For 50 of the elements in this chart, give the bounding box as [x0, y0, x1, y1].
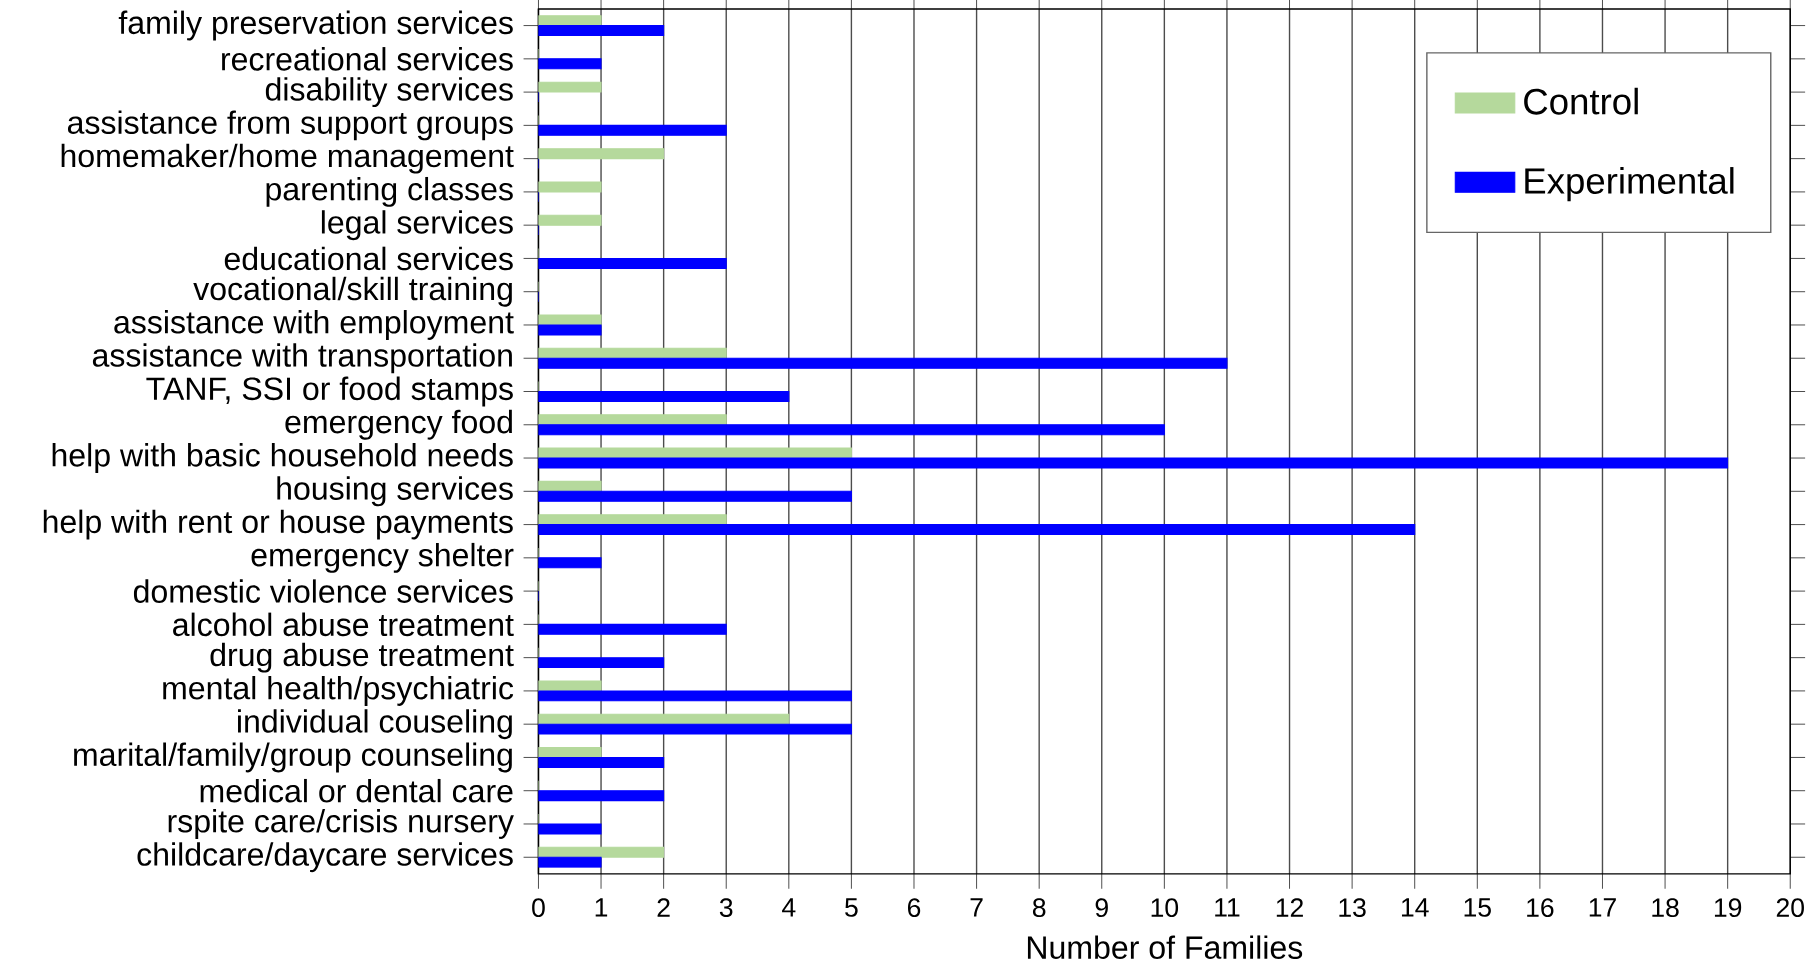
y-tick-label: family preservation services — [118, 10, 513, 41]
y-tick-label: legal services — [321, 210, 513, 241]
y-tick-label: homemaker/home management — [61, 143, 514, 174]
x-tick-label: 15 — [1464, 898, 1491, 917]
x-tick-label: 1 — [595, 898, 608, 917]
x-tick-label: 8 — [1032, 898, 1046, 918]
x-tick-label: 16 — [1527, 898, 1554, 918]
x-tick-label: 17 — [1589, 898, 1616, 917]
x-tick-label: 14 — [1401, 898, 1429, 917]
x-tick-label: 7 — [970, 898, 983, 917]
y-tick-label: help with basic household needs — [52, 443, 513, 473]
y-tick-label: TANF, SSI or food stamps — [146, 376, 513, 407]
y-tick-label: childcare/daycare services — [137, 842, 513, 873]
x-axis-title: Number of Families — [1027, 935, 1303, 959]
y-tick-label: drug abuse treatment — [210, 642, 514, 673]
y-tick-label: vocational/skill training — [193, 276, 512, 307]
x-tick-label: 3 — [719, 898, 733, 918]
legend-label: Control — [1524, 87, 1638, 115]
legend-label: Experimental — [1525, 167, 1734, 202]
x-tick-label: 12 — [1276, 898, 1303, 917]
y-tick-label: parenting classes — [266, 176, 513, 207]
x-tick-label: 20 — [1776, 898, 1804, 918]
x-tick-label: 2 — [657, 898, 670, 917]
y-tick-label: assistance with employment — [114, 310, 514, 340]
x-tick-label: 0 — [532, 898, 545, 918]
y-tick-label: assistance from support groups — [67, 110, 513, 141]
y-tick-label: educational services — [224, 246, 513, 271]
y-tick-label: domestic violence services — [133, 579, 513, 603]
x-tick-label: 5 — [845, 898, 858, 917]
x-tick-label: 4 — [782, 898, 796, 917]
y-tick-label: medical or dental care — [200, 778, 513, 803]
x-tick-label: 6 — [907, 898, 921, 918]
y-tick-label: help with rent or house payments — [43, 509, 513, 540]
x-tick-label: 10 — [1151, 898, 1179, 918]
y-tick-label: rspite care/crisis nursery — [168, 809, 514, 839]
y-tick-label: marital/family/group counseling — [74, 742, 512, 773]
y-tick-label: disability services — [265, 77, 513, 108]
y-tick-label: mental health/psychiatric — [163, 675, 514, 706]
y-tick-label: emergency shelter — [251, 542, 514, 573]
y-tick-label: assistance with transportation — [92, 343, 512, 374]
y-tick-label: housing services — [277, 476, 513, 507]
x-tick-label: 13 — [1339, 898, 1366, 918]
y-tick-label: recreational services — [222, 47, 513, 71]
y-tick-label: alcohol abuse treatment — [173, 612, 514, 637]
x-tick-label: 18 — [1652, 898, 1679, 918]
y-tick-label: emergency food — [285, 409, 512, 440]
x-tick-label: 11 — [1215, 898, 1240, 917]
x-tick-label: 19 — [1714, 898, 1742, 918]
x-tick-label: 9 — [1095, 898, 1108, 918]
y-tick-label: individual couseling — [238, 709, 512, 740]
